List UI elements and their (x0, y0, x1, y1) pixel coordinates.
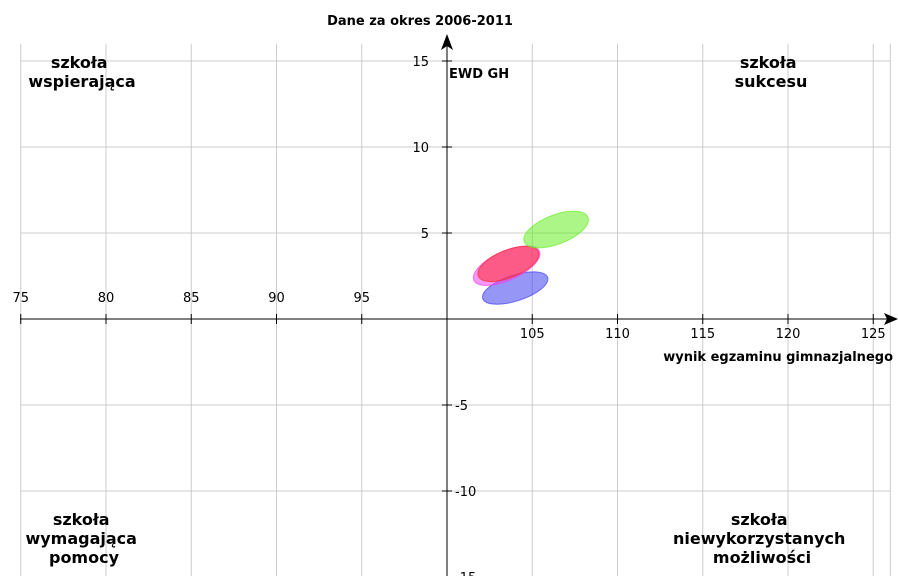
y-axis-label: EWD GH (449, 67, 509, 82)
x-axis-arrow (884, 313, 898, 325)
x-tick-label: 125 (861, 327, 886, 342)
x-tick-label: 80 (98, 291, 115, 306)
quadrant-top-right: szkoła sukcesu (735, 53, 808, 91)
x-axis-label: wynik egzaminu gimnazjalnego (663, 350, 893, 365)
ellipses (472, 210, 589, 305)
grid (20, 43, 891, 576)
ellipse-2 (477, 245, 540, 283)
x-tick-label: 120 (776, 327, 801, 342)
y-tick-label: -15 (455, 571, 476, 576)
y-tick-label: -5 (455, 399, 468, 414)
x-tick-label: 95 (353, 291, 370, 306)
x-tick-label: 110 (605, 327, 630, 342)
x-tick-label: 115 (690, 327, 715, 342)
ellipse-3 (523, 210, 589, 249)
chart-title: Dane za okres 2006-2011 (327, 14, 513, 29)
y-tick-label: -10 (455, 485, 476, 500)
quadrant-bottom-left: szkoła wymagająca pomocy (25, 510, 142, 567)
quadrant-top-left: szkoła wspierająca (28, 53, 135, 91)
y-tick-label: 10 (412, 141, 429, 156)
x-tick-label: 105 (520, 327, 545, 342)
x-tick-label: 75 (12, 291, 29, 306)
y-axis-arrow (441, 34, 453, 50)
y-tick-label: 5 (421, 227, 429, 242)
y-tick-label: 15 (412, 55, 429, 70)
x-tick-label: 90 (268, 291, 285, 306)
quadrant-bottom-right: szkoła niewykorzystanych możliwości (673, 510, 851, 567)
axes (20, 34, 898, 576)
x-tick-label: 85 (183, 291, 200, 306)
